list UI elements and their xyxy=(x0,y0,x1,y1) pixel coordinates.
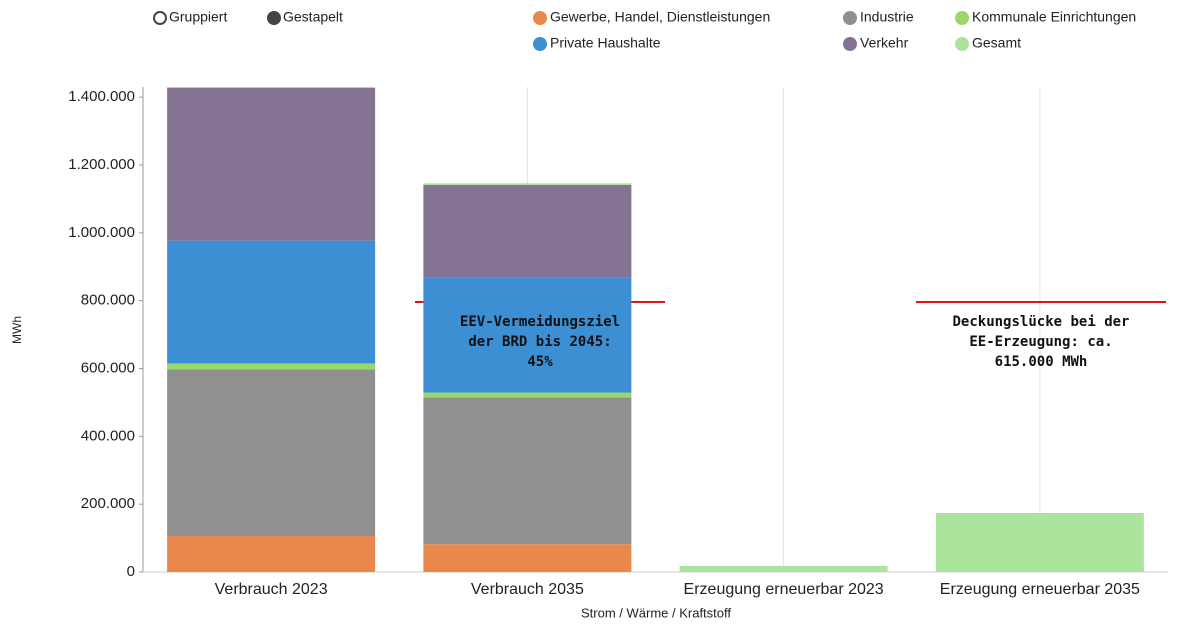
legend-marker[interactable] xyxy=(843,37,857,51)
x-tick-label: Erzeugung erneuerbar 2035 xyxy=(940,581,1140,598)
bar-segment xyxy=(167,363,376,370)
y-tick-label: 1.400.000 xyxy=(68,88,135,105)
toggle-label[interactable]: Gruppiert xyxy=(169,9,227,25)
legend-label[interactable]: Industrie xyxy=(860,9,914,25)
x-tick-label: Verbrauch 2035 xyxy=(471,581,584,598)
bar-segment xyxy=(679,565,888,572)
bar-segment xyxy=(167,240,376,364)
legend-marker[interactable] xyxy=(533,11,547,25)
bar-segment xyxy=(423,392,632,398)
legend-label[interactable]: Private Haushalte xyxy=(550,35,661,51)
y-tick-label: 200.000 xyxy=(81,495,135,512)
y-tick-label: 400.000 xyxy=(81,427,135,444)
legend-label[interactable]: Kommunale Einrichtungen xyxy=(972,9,1136,25)
annotation: EEV-Vermeidungsziel xyxy=(460,314,620,330)
legend-marker[interactable] xyxy=(955,11,969,25)
y-tick-label: 1.000.000 xyxy=(68,224,135,241)
bar-segment xyxy=(167,536,376,572)
y-axis-label: MWh xyxy=(10,316,24,344)
annotation: der BRD bis 2045: xyxy=(468,334,611,350)
bar-segment xyxy=(935,512,1144,572)
legend-marker[interactable] xyxy=(533,37,547,51)
annotation: EE-Erzeugung: ca. xyxy=(969,334,1112,350)
y-tick-label: 600.000 xyxy=(81,359,135,376)
toggle-radio[interactable] xyxy=(153,11,167,25)
y-tick-label: 1.200.000 xyxy=(68,156,135,173)
legend-label[interactable]: Verkehr xyxy=(860,35,909,51)
y-tick-label: 800.000 xyxy=(81,292,135,309)
bar-segment xyxy=(167,88,376,241)
bar-segment xyxy=(167,369,376,537)
x-tick-label: Erzeugung erneuerbar 2023 xyxy=(684,581,884,598)
legend-label[interactable]: Gesamt xyxy=(972,35,1021,51)
toggle-label[interactable]: Gestapelt xyxy=(283,9,343,25)
toggle-radio[interactable] xyxy=(267,11,281,25)
bar-segment xyxy=(423,544,632,572)
annotation: 615.000 MWh xyxy=(995,354,1088,370)
x-tick-label: Verbrauch 2023 xyxy=(215,581,328,598)
annotation: 45% xyxy=(527,354,553,370)
bar-segment xyxy=(423,277,632,393)
legend-label[interactable]: Gewerbe, Handel, Dienstleistungen xyxy=(550,9,770,25)
bar-segment xyxy=(423,185,632,278)
legend-marker[interactable] xyxy=(843,11,857,25)
bar-segment xyxy=(423,397,632,545)
annotation: Deckungslücke bei der xyxy=(952,314,1129,330)
y-tick-label: 0 xyxy=(127,563,135,580)
legend-marker[interactable] xyxy=(955,37,969,51)
bar-segment xyxy=(167,87,376,89)
bar-segment xyxy=(423,183,632,186)
x-axis-label: Strom / Wärme / Kraftstoff xyxy=(581,605,731,620)
